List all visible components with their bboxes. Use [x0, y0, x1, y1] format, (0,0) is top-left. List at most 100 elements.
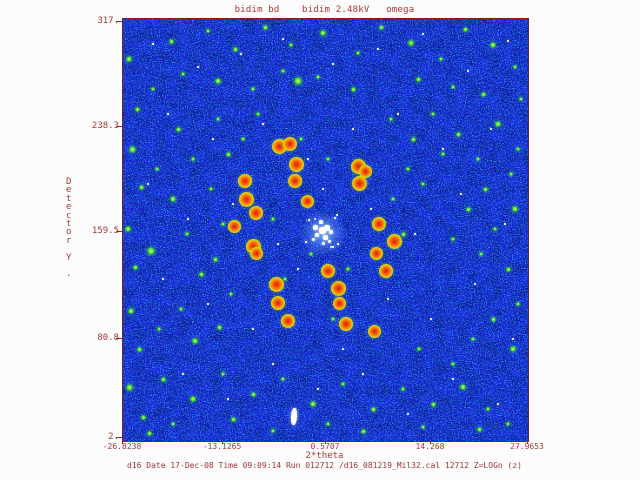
white-speckle — [490, 128, 492, 130]
green-spot — [125, 226, 131, 232]
green-spot — [493, 227, 497, 231]
green-spot — [283, 277, 287, 281]
green-spot — [370, 406, 376, 412]
white-speckle — [387, 298, 389, 300]
white-speckle — [227, 398, 229, 400]
green-spot — [331, 317, 335, 321]
y-axis-tick-label: 317. — [97, 16, 119, 26]
green-spot — [229, 292, 233, 296]
green-spot — [417, 347, 421, 351]
green-spot — [326, 157, 330, 161]
green-spot — [146, 430, 152, 436]
bragg-peak-spot — [339, 317, 353, 331]
white-speckle — [452, 378, 454, 380]
white-speckle — [504, 223, 506, 225]
white-speckle — [442, 148, 444, 150]
green-spot — [160, 376, 166, 382]
beam-center-dot — [324, 225, 330, 231]
green-spot — [415, 76, 421, 82]
green-spot — [451, 237, 455, 241]
plot-title: bidim bd bidim 2.48kV omega — [234, 5, 415, 15]
green-spot — [132, 264, 138, 270]
green-spot — [171, 422, 175, 426]
bragg-peak-spot — [330, 280, 346, 296]
x-tick-mark — [527, 440, 528, 444]
green-spot — [185, 232, 189, 236]
x-axis-ticks: -26.8238 -13.1265 0.5707 14.268 27.9653 — [0, 442, 640, 452]
green-spot — [251, 87, 255, 91]
y-axis-title: D e t e c t o r Y . — [66, 177, 72, 280]
white-speckle — [474, 283, 476, 285]
bragg-peak-spot — [372, 217, 386, 231]
green-spot — [421, 182, 425, 186]
green-spot — [151, 87, 155, 91]
green-spot — [299, 137, 303, 141]
green-spot — [309, 252, 313, 256]
green-spot — [191, 157, 195, 161]
bragg-peak-spot — [351, 175, 367, 191]
bragg-peak-spot — [271, 138, 287, 154]
bragg-peak-spot — [367, 324, 381, 338]
x-axis-tick-label: 14.268 — [415, 442, 445, 451]
green-spot — [192, 338, 198, 344]
white-speckle — [197, 66, 199, 68]
beam-center-dot — [332, 246, 334, 248]
y-tick-mark — [116, 338, 122, 339]
beam-center-dot — [318, 226, 326, 234]
bragg-peak-spot — [321, 264, 335, 278]
x-tick-mark — [122, 440, 123, 444]
white-speckle — [332, 63, 334, 65]
green-spot — [401, 387, 405, 391]
green-spot — [509, 172, 513, 176]
green-spot — [225, 151, 231, 157]
white-speckle — [397, 113, 399, 115]
green-spot — [360, 428, 366, 434]
green-spot — [206, 29, 210, 33]
white-speckle — [307, 158, 309, 160]
detector-image[interactable] — [122, 18, 529, 442]
bragg-peak-spot — [358, 164, 372, 178]
beam-center-dot — [321, 241, 325, 245]
green-spot — [326, 422, 330, 426]
white-speckle — [272, 363, 274, 365]
beam-center-dot — [329, 230, 333, 234]
spots-layer — [123, 19, 528, 441]
white-speckle — [147, 183, 149, 185]
y-tick-mark — [116, 21, 122, 22]
green-spot — [128, 145, 136, 153]
green-spot — [512, 206, 518, 212]
x-axis-tick-label: -13.1265 — [202, 442, 242, 451]
bragg-peak-spot — [288, 174, 302, 188]
green-spot — [281, 377, 285, 381]
green-spot — [179, 307, 183, 311]
green-spot — [341, 382, 345, 386]
beam-center-dot — [337, 243, 339, 245]
green-spot — [320, 30, 326, 36]
green-spot — [140, 414, 146, 420]
x-axis-tick-label: -26.8238 — [102, 442, 142, 451]
green-spot — [421, 425, 425, 429]
x-axis-tick-label: 27.9653 — [510, 442, 544, 451]
white-speckle — [297, 268, 299, 270]
white-speckle — [512, 338, 514, 340]
green-spot — [479, 252, 483, 256]
x-axis-tick-label: 0.5707 — [310, 442, 340, 451]
y-axis-tick-label: 80.8 — [97, 333, 119, 343]
green-spot — [350, 86, 356, 92]
beam-center-dot — [315, 233, 319, 237]
white-speckle — [240, 53, 242, 55]
bragg-peak-spot — [369, 246, 383, 260]
white-speckle — [282, 38, 284, 40]
bragg-peak-spot — [300, 194, 314, 208]
green-spot — [271, 429, 275, 433]
green-spot — [441, 152, 445, 156]
white-speckle — [460, 193, 462, 195]
white-speckle — [414, 233, 416, 235]
green-spot — [439, 57, 443, 61]
green-spot — [289, 43, 293, 47]
green-spot — [125, 383, 133, 391]
green-spot — [310, 401, 316, 407]
green-spot — [294, 77, 302, 85]
beam-center-dot — [312, 224, 318, 230]
